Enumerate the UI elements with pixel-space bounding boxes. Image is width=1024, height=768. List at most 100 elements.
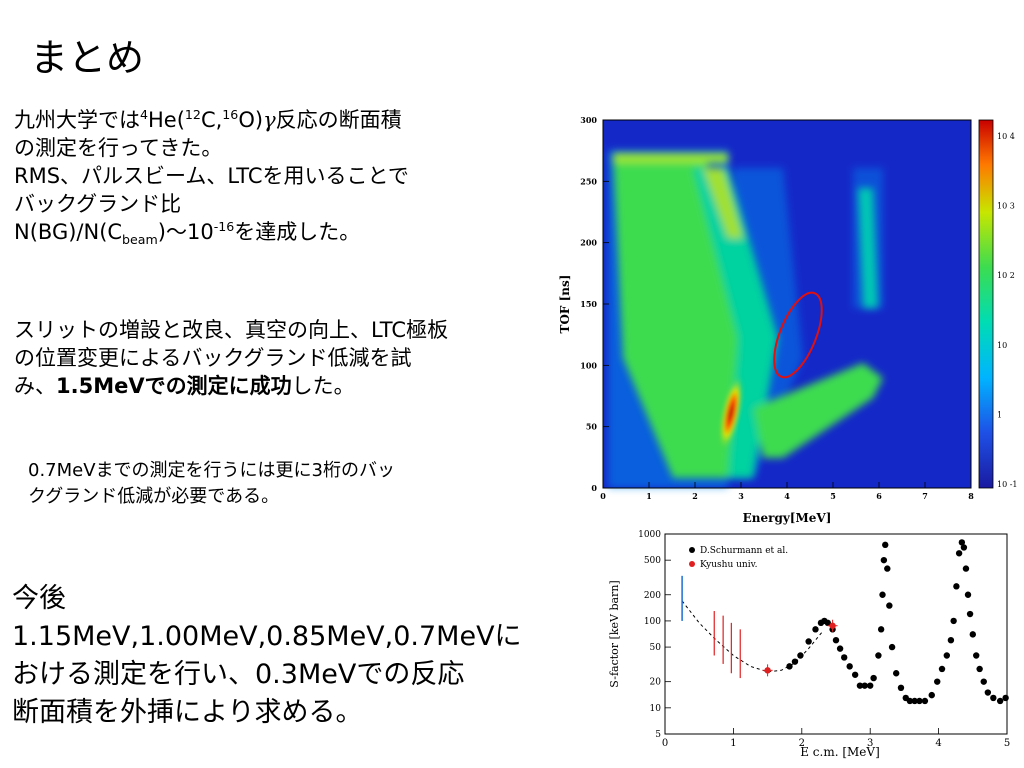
heatmap-ytick-label: 100 [580, 360, 597, 370]
sfactor-legend: D.Schurmann et al. Kyushu univ. [689, 546, 788, 570]
s-factor-chart: 0 1 2 3 4 5 5 10 20 50 100 200 500 1000 D.Schurmann … [608, 530, 1010, 759]
sfactor-data-point [897, 684, 905, 692]
sfactor-data-point [980, 678, 987, 685]
sfactor-data-point [841, 654, 848, 661]
heatmap-xtick-label: 8 [968, 491, 974, 501]
note-line-2: クグランド低減が必要である。 [28, 486, 280, 507]
sfactor-ytick-label: 100 [644, 617, 661, 627]
p2-line-2: の位置変更によるバックグランド低減を試 [14, 346, 412, 370]
p1-line-2: の測定を行ってきた。 [14, 136, 223, 160]
sfactor-data-point [867, 682, 874, 689]
sfactor-data-point [934, 678, 941, 685]
sfactor-data-point [969, 631, 976, 638]
sfactor-data-point [851, 671, 859, 678]
colorbar-tick-label: 10 4 [997, 132, 1015, 141]
heatmap-main-band [613, 153, 883, 478]
p2-line-3: み、1.5MeVでの測定に成功した。 [14, 374, 355, 398]
future-plan: 今後 1.15MeV,1.00MeV,0.85MeV,0.7MeVに おける測定… [12, 580, 572, 732]
heatmap-xtick-label: 1 [646, 491, 652, 501]
sfactor-data-point [836, 645, 844, 652]
sfactor-data-point [846, 663, 853, 670]
sfactor-data-point [1002, 694, 1009, 702]
sfactor-data-point [906, 697, 914, 705]
heatmap-colorbar [978, 119, 994, 489]
future-line-3: 断面積を外挿により求める。 [12, 697, 363, 728]
sfactor-data-point [805, 638, 812, 645]
legend-marker-kyushu [689, 561, 695, 567]
p1-line-3: RMS、パルスビーム、LTCを用いることで [14, 164, 409, 188]
colorbar-ticks: 10 -1 1 10 10 2 10 3 10 4 [997, 132, 1018, 489]
legend-label-schurmann: D.Schurmann et al. [700, 546, 788, 556]
sfactor-data-point [856, 682, 864, 689]
heatmap-xtick-label: 2 [692, 491, 698, 501]
note-line-1: 0.7MeVまでの測定を行うには更に3桁のバッ [28, 460, 395, 481]
sfactor-x-ticks: 0 1 2 3 4 5 [662, 728, 1010, 749]
p1-line-5: N(BG)/N(Cbeam)〜10-16を達成した。 [14, 219, 361, 248]
sfactor-xtick-label: 1 [730, 738, 736, 749]
summary-paragraph-2: スリットの増設と改良、真空の向上、LTC極板 の位置変更によるバックグランド低減… [14, 316, 554, 400]
slide-title: まとめ [30, 36, 145, 80]
success-highlight: 1.5MeVでの測定に成功 [56, 374, 292, 398]
heatmap-ytick-label: 300 [580, 115, 597, 125]
tof-energy-heatmap: 0 1 2 3 4 5 6 7 8 0 50 100 150 200 250 300 Energy[MeV]… [558, 115, 1018, 525]
sfactor-ytick-label: 5 [655, 730, 661, 740]
heatmap-xlabel: Energy[MeV] [743, 511, 832, 525]
sfactor-data-point [990, 694, 997, 702]
sfactor-y-ticks: 5 10 20 50 100 200 500 1000 [638, 530, 671, 740]
colorbar-tick-label: 10 -1 [997, 480, 1018, 489]
sfactor-data-point [943, 652, 951, 659]
sfactor-data-point [786, 663, 793, 670]
heatmap-y-ticks: 0 50 100 150 200 250 300 [580, 115, 609, 493]
future-heading: 今後 [12, 583, 66, 614]
summary-paragraph-1: 九州大学では4He(12C,16O)γ反応の断面積 の測定を行ってきた。 RMS… [14, 106, 554, 246]
legend-marker-schurmann [689, 547, 695, 553]
sfactor-data-point [879, 591, 886, 598]
sfactor-data-point [911, 697, 918, 705]
sfactor-plot-frame [664, 533, 1008, 735]
heatmap-xtick-label: 0 [600, 491, 606, 501]
sfactor-data-point [832, 637, 840, 644]
sfactor-xtick-label: 5 [1004, 738, 1010, 749]
future-line-2: おける測定を行い、0.3MeVでの反応 [12, 659, 465, 690]
heatmap-ytick-label: 250 [580, 176, 597, 186]
sfactor-data-point [960, 544, 968, 551]
heatmap-ytick-label: 50 [586, 422, 598, 432]
colorbar-tick-label: 10 [997, 341, 1007, 350]
sfactor-data-point [955, 550, 963, 557]
sfactor-marks [681, 539, 1009, 705]
heatmap-xtick-label: 3 [738, 491, 744, 501]
sfactor-data-point [824, 619, 831, 627]
sfactor-data-point [928, 691, 935, 699]
note-paragraph: 0.7MeVまでの測定を行うには更に3桁のバッ クグランド低減が必要である。 [28, 458, 528, 510]
colorbar-tick-label: 10 3 [997, 202, 1015, 211]
sfactor-ytick-label: 500 [644, 556, 661, 566]
sfactor-data-point [916, 697, 923, 705]
sfactor-data-point [877, 626, 885, 633]
sfactor-data-point [984, 689, 992, 696]
sfactor-data-point [921, 697, 929, 705]
colorbar-tick-label: 10 2 [997, 271, 1015, 280]
signal-ellipse [773, 291, 823, 379]
sfactor-data-point [880, 556, 888, 564]
heatmap-ytick-label: 0 [591, 483, 597, 493]
sfactor-data-point [861, 682, 868, 689]
sfactor-ytick-label: 50 [650, 643, 662, 653]
future-line-1: 1.15MeV,1.00MeV,0.85MeV,0.7MeVに [12, 621, 522, 652]
sfactor-data-point [996, 697, 1004, 705]
p2-line-1: スリットの増設と改良、真空の向上、LTC極板 [14, 318, 449, 342]
sfactor-xtick-label: 2 [799, 738, 805, 749]
p1-line-1: 九州大学では4He(12C,16O)γ反応の断面積 [14, 107, 402, 132]
sfactor-data-point [797, 652, 804, 659]
sfactor-xtick-label: 4 [935, 738, 941, 749]
heatmap-plot-area [602, 119, 972, 489]
sfactor-data-point [882, 541, 889, 549]
sfactor-data-point [962, 565, 970, 572]
sfactor-ytick-label: 20 [650, 678, 662, 688]
sfactor-ytick-label: 1000 [638, 530, 661, 540]
heatmap-xtick-label: 4 [784, 491, 790, 501]
heatmap-xtick-label: 5 [830, 491, 836, 501]
sfactor-data-point [892, 670, 900, 677]
sfactor-data-point [938, 665, 946, 673]
colorbar-tick-label: 1 [997, 410, 1002, 419]
sfactor-ylabel: S-factor [keV barn] [608, 580, 621, 687]
